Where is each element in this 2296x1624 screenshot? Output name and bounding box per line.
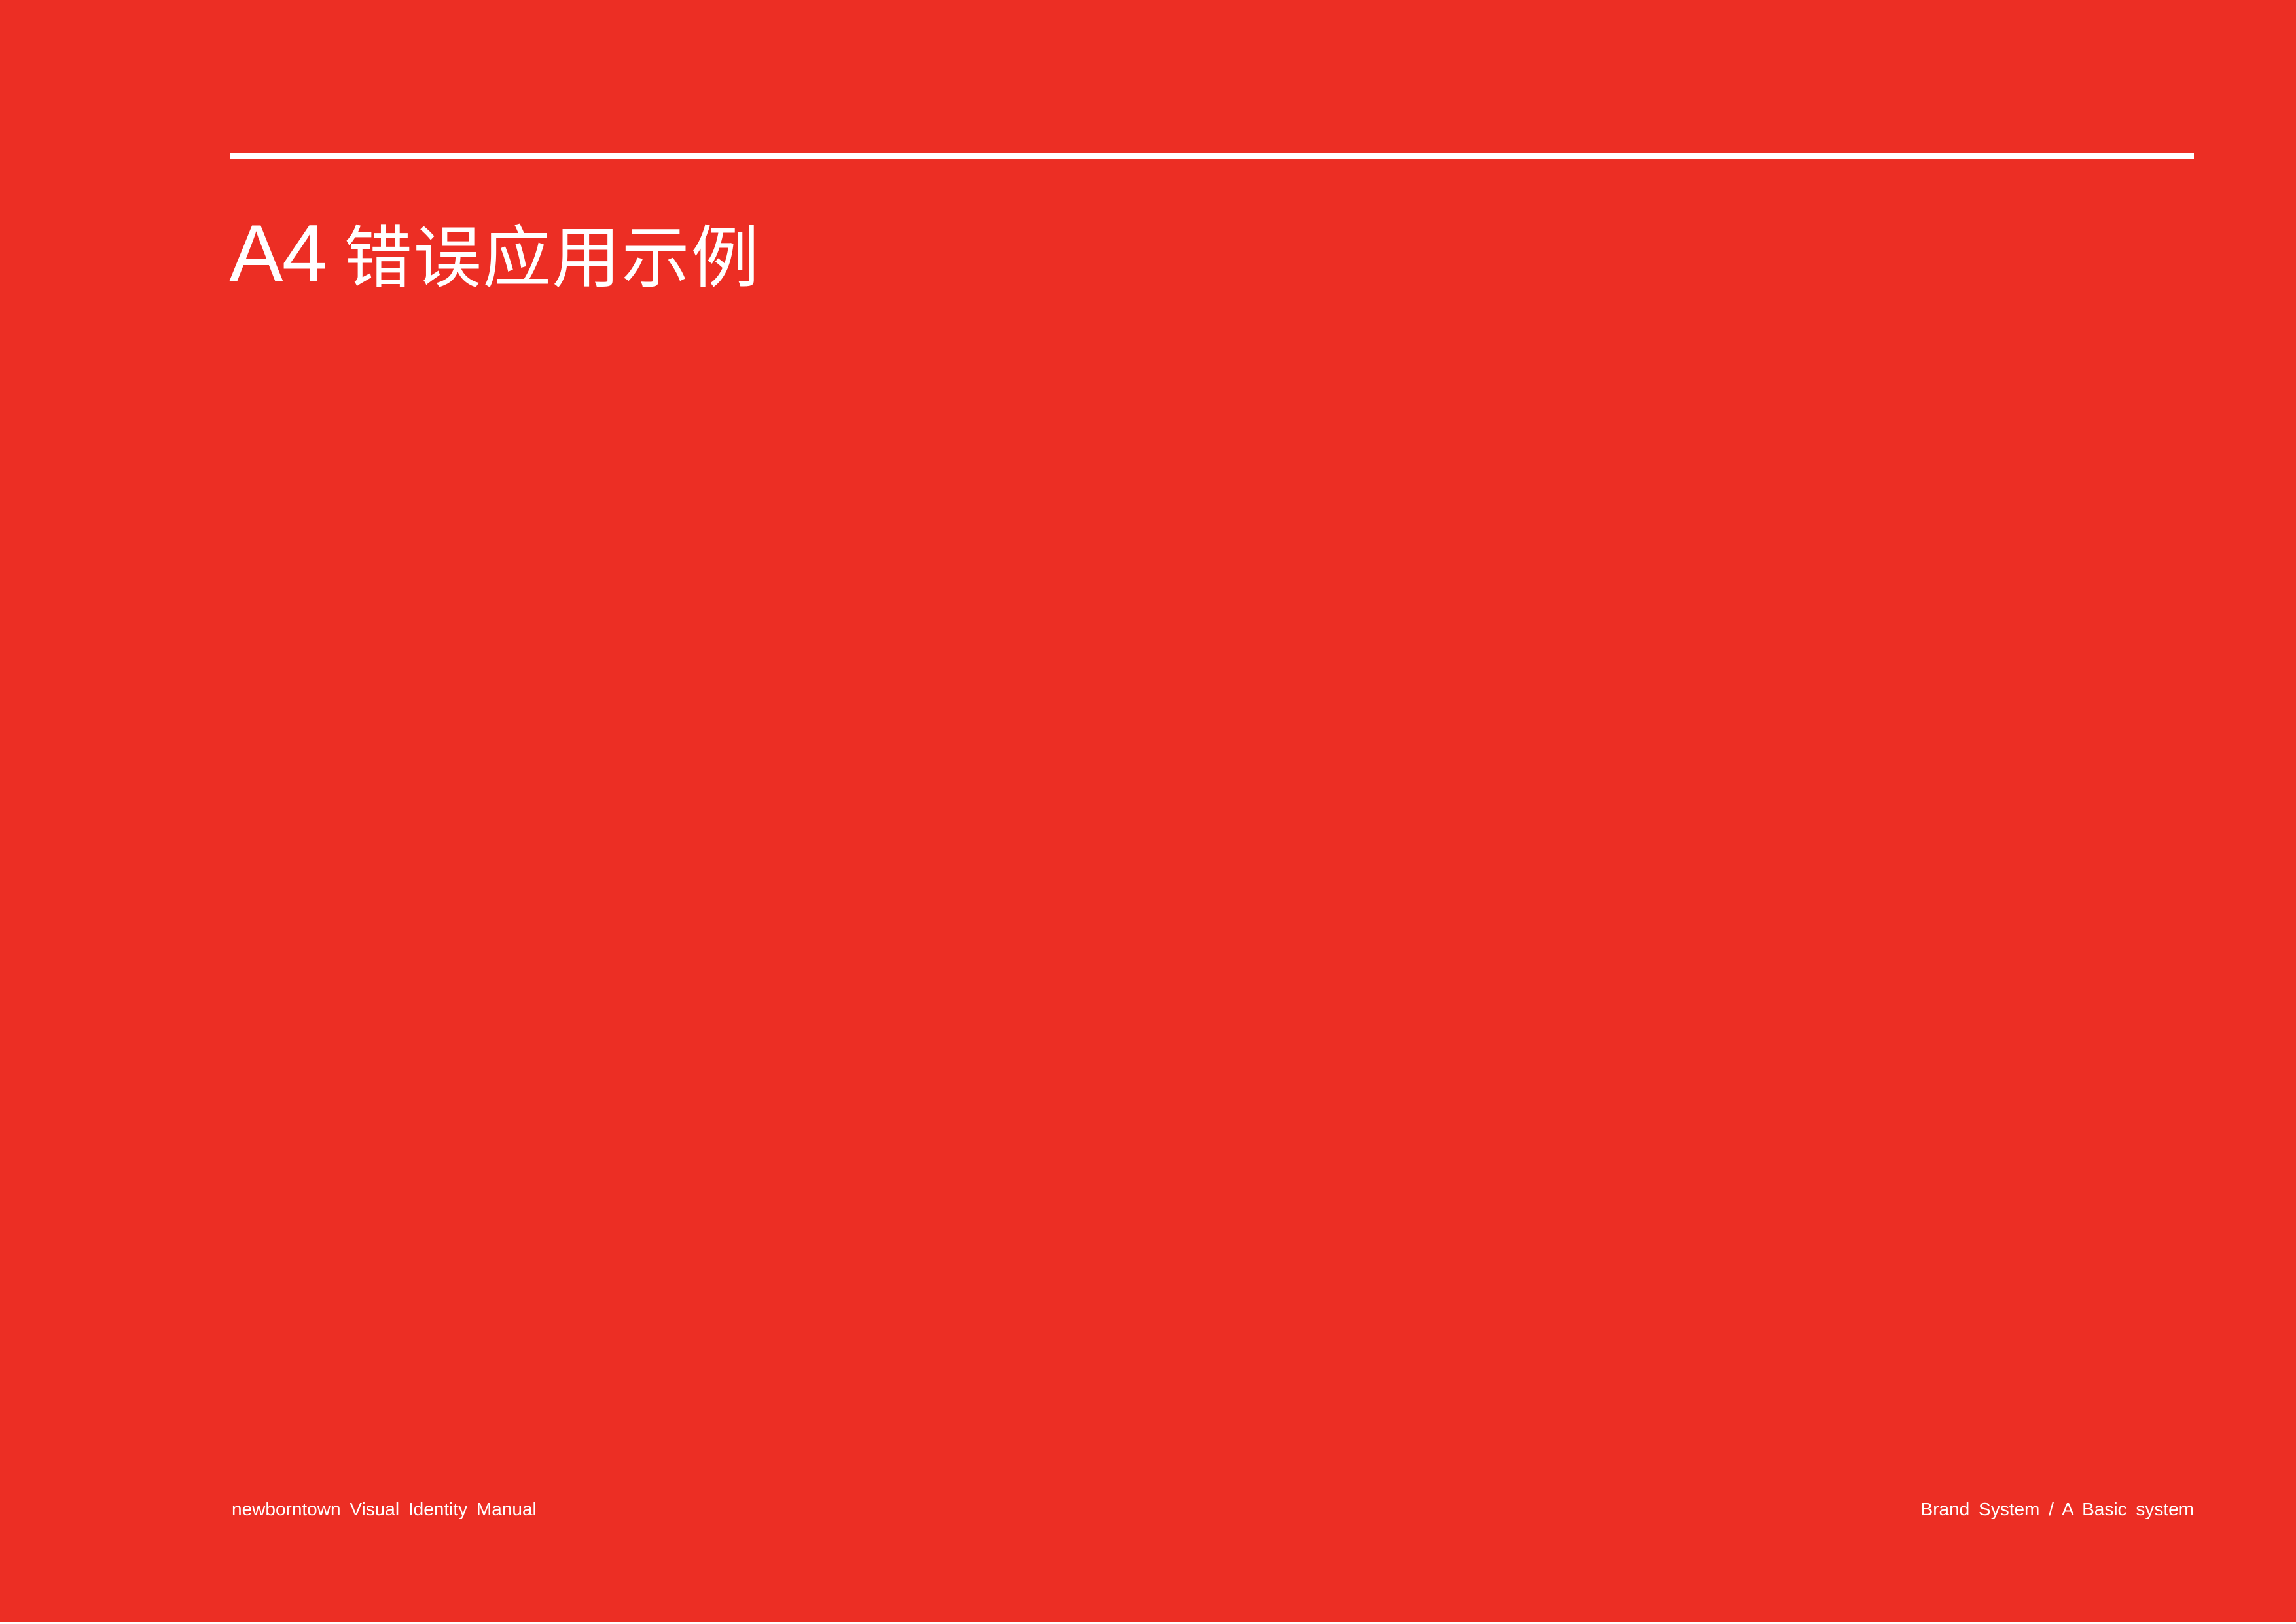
section-heading: A4 错误应用示例: [229, 208, 761, 300]
footer-manual-title: newborntown Visual Identity Manual: [232, 1499, 537, 1519]
footer-breadcrumb: Brand System / A Basic system: [1920, 1499, 2194, 1519]
section-title: 错误应用示例: [344, 218, 761, 298]
section-code: A4: [229, 209, 327, 299]
header-divider: [230, 153, 2194, 159]
